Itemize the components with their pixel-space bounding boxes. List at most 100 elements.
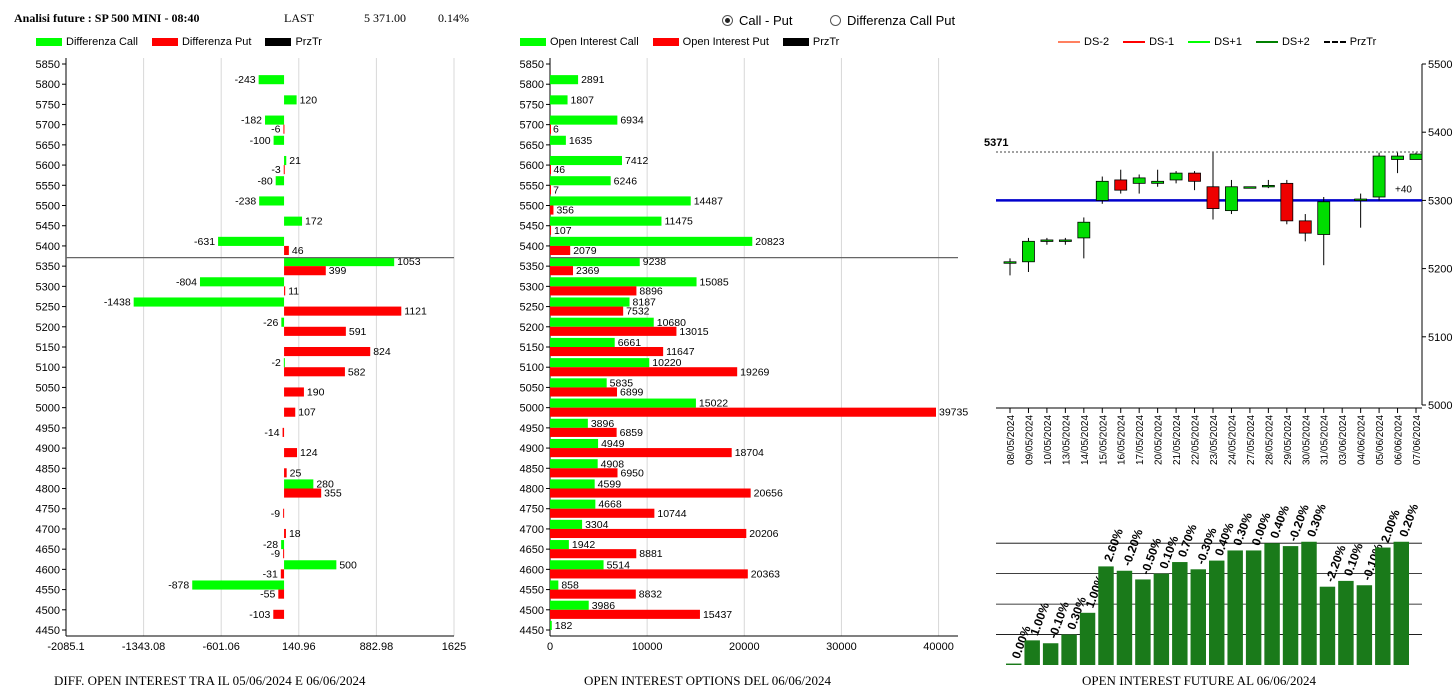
radio-differenza-dot[interactable]: [830, 15, 841, 26]
bar-call: [550, 438, 599, 449]
candle-body: [1225, 186, 1238, 212]
data-label: 8896: [639, 285, 663, 297]
bar-put: [550, 367, 738, 377]
radio-call-put-dot[interactable]: [722, 15, 733, 26]
last-label: LAST: [284, 11, 314, 25]
oi-bar: [1356, 585, 1373, 665]
data-label: 1942: [572, 539, 596, 551]
data-label: 18: [289, 528, 301, 540]
legend-mid: Open Interest Call Open Interest Put Prz…: [520, 36, 853, 48]
data-label: 15022: [699, 398, 728, 410]
oi-bar: [1153, 573, 1170, 665]
x-tick-label: 03/06/2024: [1338, 415, 1349, 465]
legend-label: DS-1: [1149, 36, 1175, 48]
bar-put: [550, 427, 617, 437]
y-tick-label: 5500: [1428, 59, 1452, 71]
bar-put: [283, 549, 285, 559]
bar-call: [199, 277, 285, 287]
radio-differenza-call-put[interactable]: Differenza Call Put: [830, 13, 955, 28]
bar-call: [281, 317, 285, 327]
bar-put: [550, 569, 748, 579]
radio-call-put-label: Call - Put: [739, 13, 793, 28]
legend-line: [1323, 41, 1346, 43]
candle-body: [1151, 180, 1165, 184]
bar-put: [284, 367, 345, 377]
y-tick-label: 5200: [1428, 264, 1452, 276]
bar-call: [550, 75, 579, 85]
candle-body: [1095, 180, 1109, 201]
oi-bar: [1227, 550, 1243, 665]
y-tick-label: 4500: [520, 605, 544, 617]
bar-call: [550, 519, 583, 529]
x-tick-label: 882.98: [360, 641, 394, 653]
candle-body: [1132, 177, 1146, 184]
y-tick-label: 5450: [520, 221, 544, 233]
candle-body: [1114, 179, 1128, 191]
x-tick-label: 29/05/2024: [1283, 415, 1294, 465]
y-tick-label: 5650: [36, 140, 60, 152]
data-label: -243: [235, 74, 256, 86]
bar-put: [284, 266, 326, 276]
bar-call: [550, 580, 559, 590]
x-tick-label: 17/05/2024: [1135, 415, 1146, 465]
bar-put: [550, 387, 618, 397]
data-label: 2079: [573, 245, 597, 257]
bar-call: [550, 317, 654, 327]
bar-put: [550, 468, 618, 478]
legend-label: Differenza Call: [66, 36, 138, 48]
y-tick-label: 5100: [36, 362, 60, 374]
bar-call: [550, 135, 566, 145]
y-tick-label: 5400: [36, 241, 60, 253]
y-tick-label: 5200: [36, 322, 60, 334]
x-tick-label: 30000: [826, 641, 857, 653]
bar-put: [283, 124, 285, 134]
x-tick-label: 27/05/2024: [1246, 415, 1257, 465]
y-tick-label: 5250: [36, 302, 60, 314]
bar-call: [550, 176, 611, 186]
bar-call: [550, 155, 623, 166]
candle-body: [1058, 239, 1072, 242]
legend-label: PrzTr: [1349, 36, 1377, 48]
legend-line: [1058, 41, 1080, 43]
data-label: 3986: [592, 600, 616, 612]
data-label: 1635: [569, 135, 593, 147]
candle-body: [1391, 155, 1404, 160]
data-label: 4908: [601, 458, 625, 470]
radio-call-put[interactable]: Call - Put: [722, 13, 792, 28]
oi-bar: [1338, 580, 1354, 665]
data-label: -1438: [104, 297, 131, 309]
y-tick-label: 5850: [36, 59, 60, 71]
legend-item: DS+1: [1188, 36, 1242, 48]
bar-put: [283, 508, 285, 518]
y-tick-label: 4950: [520, 423, 544, 435]
data-label: 824: [373, 346, 391, 358]
bar-call: [284, 560, 337, 570]
x-tick-label: 23/05/2024: [1209, 415, 1220, 465]
legend-label: DS-2: [1084, 36, 1110, 48]
bar-put: [284, 286, 286, 296]
y-tick-label: 5050: [36, 382, 60, 394]
y-tick-label: 5250: [520, 302, 544, 314]
bar-call: [218, 236, 285, 246]
data-label: -3: [271, 164, 280, 176]
candle-body: [1040, 239, 1054, 242]
data-label: 356: [556, 205, 574, 217]
legend-item: Open Interest Call: [520, 36, 639, 48]
x-tick-label: 09/05/2024: [1024, 415, 1035, 465]
reference-label: +40: [1395, 184, 1412, 195]
data-label: 6899: [620, 387, 644, 399]
legend-left: Differenza Call Differenza Put PrzTr: [36, 36, 336, 48]
bar-call: [550, 620, 552, 630]
y-tick-label: 4750: [520, 504, 544, 516]
data-label: 7532: [626, 306, 650, 318]
bar-call: [550, 398, 696, 408]
data-label: -2: [272, 357, 281, 369]
bar-call: [273, 135, 285, 145]
bar-put: [284, 407, 296, 417]
data-label: -878: [168, 580, 189, 592]
bar-call: [265, 115, 285, 125]
bar-put: [550, 407, 936, 417]
data-label: 10680: [657, 317, 686, 329]
data-label: 18704: [735, 447, 764, 459]
data-label: 5835: [610, 377, 634, 389]
